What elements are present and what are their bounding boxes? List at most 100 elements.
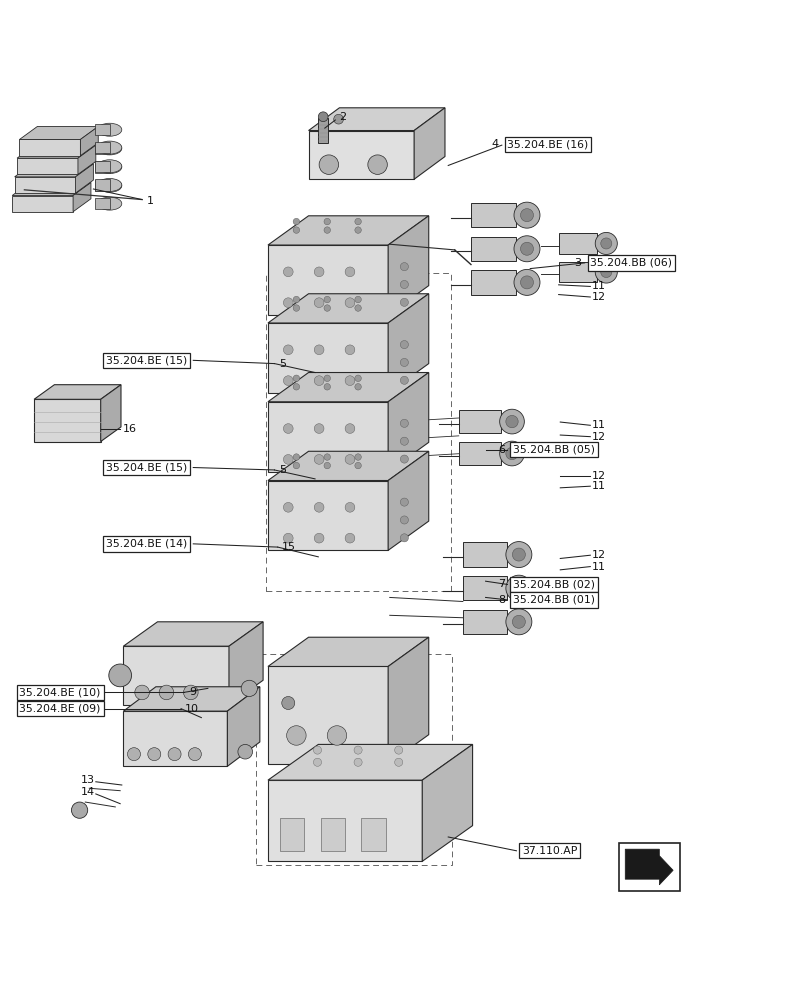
Bar [95, 161, 109, 173]
Text: 12: 12 [590, 292, 605, 302]
Ellipse shape [97, 178, 122, 191]
Circle shape [283, 502, 293, 512]
Bar [280, 818, 304, 851]
Bar [318, 118, 328, 143]
Circle shape [394, 746, 402, 754]
Circle shape [400, 419, 408, 427]
Circle shape [400, 341, 408, 349]
Circle shape [313, 746, 321, 754]
Ellipse shape [97, 161, 122, 174]
Circle shape [345, 345, 354, 355]
Circle shape [400, 534, 408, 542]
Text: 7: 7 [498, 579, 504, 589]
Circle shape [283, 345, 293, 355]
Bar [95, 124, 109, 135]
Bar [470, 270, 515, 295]
Bar [95, 143, 109, 154]
Circle shape [400, 263, 408, 271]
Text: 35.204.BB (05): 35.204.BB (05) [513, 445, 594, 455]
Circle shape [354, 227, 361, 233]
Polygon shape [268, 323, 388, 393]
Polygon shape [268, 373, 428, 402]
Polygon shape [268, 666, 388, 764]
Polygon shape [414, 108, 444, 179]
Ellipse shape [97, 179, 122, 192]
Circle shape [394, 758, 402, 766]
Bar [266, 273, 450, 591]
Circle shape [241, 680, 257, 697]
Circle shape [513, 269, 539, 295]
Circle shape [400, 358, 408, 367]
Ellipse shape [97, 197, 122, 210]
Text: 35.204.BE (15): 35.204.BE (15) [105, 463, 187, 473]
Ellipse shape [97, 142, 122, 155]
Polygon shape [268, 481, 388, 550]
Circle shape [400, 455, 408, 463]
Circle shape [324, 375, 330, 382]
Circle shape [345, 533, 354, 543]
Bar [462, 610, 507, 634]
Circle shape [400, 498, 408, 506]
Polygon shape [624, 849, 672, 885]
Text: 15: 15 [281, 542, 296, 552]
Text: 37.110.AP: 37.110.AP [521, 846, 577, 856]
Circle shape [354, 384, 361, 390]
Circle shape [345, 424, 354, 433]
Circle shape [283, 455, 293, 464]
Circle shape [345, 298, 354, 308]
Bar [558, 233, 596, 254]
Circle shape [293, 375, 299, 382]
Polygon shape [388, 216, 428, 315]
Circle shape [354, 375, 361, 382]
Polygon shape [268, 402, 388, 472]
Circle shape [324, 462, 330, 469]
Circle shape [283, 424, 293, 433]
Circle shape [345, 502, 354, 512]
Circle shape [324, 454, 330, 460]
Circle shape [594, 232, 616, 254]
Circle shape [333, 114, 343, 124]
Circle shape [324, 218, 330, 225]
Circle shape [293, 462, 299, 469]
Circle shape [327, 726, 346, 745]
Circle shape [324, 384, 330, 390]
Polygon shape [12, 183, 91, 196]
Circle shape [313, 758, 321, 766]
Circle shape [520, 242, 533, 255]
Polygon shape [388, 451, 428, 550]
Circle shape [314, 424, 324, 433]
Circle shape [324, 227, 330, 233]
Circle shape [293, 454, 299, 460]
Circle shape [345, 267, 354, 277]
Text: 1: 1 [147, 196, 153, 206]
Circle shape [188, 748, 201, 761]
Circle shape [520, 209, 533, 222]
Bar [255, 654, 452, 865]
Polygon shape [268, 780, 422, 861]
Polygon shape [80, 126, 98, 156]
Bar [95, 142, 109, 153]
Circle shape [319, 155, 338, 174]
Text: 35.204.BE (15): 35.204.BE (15) [105, 355, 187, 365]
Circle shape [314, 502, 324, 512]
Bar [95, 161, 109, 172]
Polygon shape [101, 385, 121, 442]
Circle shape [400, 298, 408, 306]
Text: 35.204.BB (02): 35.204.BB (02) [513, 579, 594, 589]
Ellipse shape [97, 160, 122, 173]
Text: 12: 12 [590, 471, 605, 481]
Circle shape [499, 441, 524, 466]
Circle shape [281, 697, 294, 709]
Text: 11: 11 [590, 281, 605, 291]
Circle shape [354, 746, 362, 754]
Circle shape [354, 454, 361, 460]
Circle shape [345, 376, 354, 386]
Text: 2: 2 [339, 112, 345, 122]
Circle shape [354, 462, 361, 469]
Circle shape [283, 298, 293, 308]
Circle shape [505, 609, 531, 635]
Text: 5: 5 [279, 465, 285, 475]
Polygon shape [17, 158, 78, 174]
Text: 12: 12 [590, 550, 605, 560]
Polygon shape [123, 622, 263, 646]
